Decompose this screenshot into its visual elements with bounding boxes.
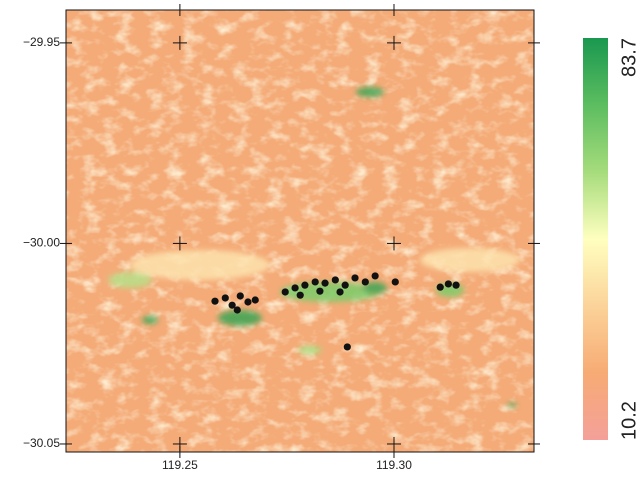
y-tick-label: −30.00 [23,236,60,250]
point [321,280,328,287]
point [316,288,323,295]
point [297,292,304,299]
x-tick-label: 119.25 [162,458,198,472]
map-chart: 119.25 119.30 −30.05 −30.00 −29.95 10.2 83.7 [0,0,644,477]
point [312,278,319,285]
point [437,284,444,291]
point [342,282,349,289]
point [445,280,452,287]
point [332,276,339,283]
point [222,294,229,301]
point [237,292,244,299]
point [301,282,308,289]
point [452,282,459,289]
point [344,343,351,350]
point [211,298,218,305]
y-tick-label: −30.05 [23,436,60,450]
point [362,278,369,285]
colorbar-label: 83.7 [618,38,640,77]
point [392,278,399,285]
colorbar-label: 10.2 [618,401,640,440]
point [234,306,241,313]
point [351,274,358,281]
colorbar [583,38,608,440]
point [291,284,298,291]
point [372,272,379,279]
y-tick-label: −29.95 [23,35,60,49]
point [252,296,259,303]
raster [66,10,534,452]
point [244,298,251,305]
x-tick-label: 119.30 [376,458,412,472]
point [282,288,289,295]
point [336,288,343,295]
